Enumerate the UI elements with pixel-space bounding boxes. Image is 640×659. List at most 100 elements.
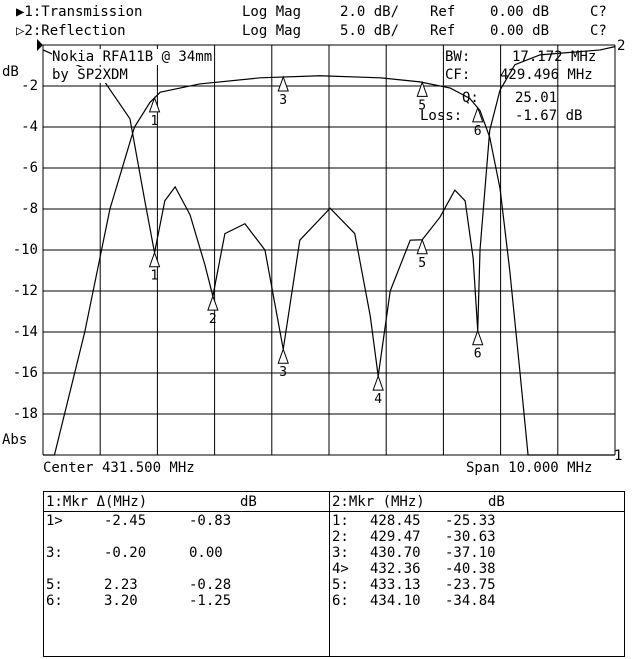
- center-frequency: Center 431.500 MHz: [43, 460, 195, 476]
- title-line-2: by SP2XDM: [52, 67, 128, 83]
- cell-id: 5:: [46, 577, 63, 593]
- marker-5-icon: [416, 80, 428, 97]
- marker-4-icon: [372, 374, 384, 391]
- cell-db: -34.84: [445, 593, 496, 609]
- table-row: 3: 430.70 -37.10: [330, 545, 624, 561]
- cell-freq: 428.45: [370, 513, 421, 529]
- marker-3-icon: [277, 75, 289, 92]
- loss-label: Loss:: [420, 108, 463, 124]
- transmission-trace: [43, 75, 615, 456]
- trace-1-tag: 1: [614, 448, 623, 464]
- table-row: 1> -2.45 -0.83: [44, 513, 329, 529]
- reflection-trace: [42, 46, 616, 377]
- cell-id: 6:: [46, 593, 63, 609]
- header-label: 2:Mkr (MHz): [332, 494, 425, 510]
- table-row: [44, 561, 329, 577]
- channel-1-label: ▶1:Transmission: [16, 4, 143, 20]
- table-header: 1:Mkr Δ(MHz) dB: [44, 492, 329, 512]
- cell-id: 1>: [46, 513, 63, 529]
- cell-freq: 429.47: [370, 529, 421, 545]
- table-header: 2:Mkr (MHz) dB: [330, 492, 624, 512]
- channel-1-format: Log Mag: [242, 4, 302, 20]
- cell-db: -30.63: [445, 529, 496, 545]
- y-tick-label: -12: [12, 283, 38, 299]
- marker-1-label: 1: [151, 114, 159, 129]
- marker-table-channel-2: 2:Mkr (MHz) dB 1: 428.45 -25.33 2: 429.47 -30…: [330, 492, 624, 656]
- table-row: [44, 529, 329, 545]
- marker-5-label: 5: [418, 256, 426, 271]
- channel-2-ref: 0.00 dB: [490, 23, 550, 39]
- cell-db: -40.38: [445, 561, 496, 577]
- y-axis-label: dB: [2, 64, 19, 80]
- cell-id: 3:: [332, 545, 349, 561]
- q-value: 25.01: [515, 90, 558, 106]
- cell-id: 5:: [332, 577, 349, 593]
- channel-1-ref: 0.00 dB: [490, 4, 550, 20]
- marker-3-label: 3: [279, 365, 287, 380]
- cell-db: -0.83: [189, 513, 232, 529]
- channel-2-label: ▷2:Reflection: [16, 23, 126, 39]
- marker-5-icon: [416, 238, 428, 255]
- cell-db: -0.28: [189, 577, 232, 593]
- cell-freq: 433.13: [370, 577, 421, 593]
- marker-2-label: 2: [209, 312, 217, 327]
- y-tick-label: -10: [12, 242, 38, 258]
- marker-6-icon: [472, 106, 484, 123]
- y-tick-label: -14: [12, 324, 38, 340]
- cell-db: -1.25: [189, 593, 232, 609]
- bw-label: BW:: [445, 49, 471, 65]
- title-line-1: Nokia RFA11B @ 34mm: [52, 49, 213, 65]
- table-row: 2: 429.47 -30.63: [330, 529, 624, 545]
- cell-freq: 2.23: [104, 577, 138, 593]
- channel-1-cal: C?: [590, 4, 607, 20]
- marker-6-icon: [472, 329, 484, 346]
- marker-5-label: 5: [418, 98, 426, 113]
- q-label: Q:: [462, 90, 479, 106]
- table-row: 5: 2.23 -0.28: [44, 577, 329, 593]
- channel-2-cal: C?: [590, 23, 607, 39]
- cf-label: CF:: [445, 67, 471, 83]
- cell-freq: 434.10: [370, 593, 421, 609]
- table-row: 3: -0.20 0.00: [44, 545, 329, 561]
- marker-1-icon: [148, 96, 161, 113]
- header-unit: dB: [240, 494, 257, 510]
- cell-db: -37.10: [445, 545, 496, 561]
- cell-id: 3:: [46, 545, 63, 561]
- cell-freq: -0.20: [104, 545, 147, 561]
- table-row: 5: 433.13 -23.75: [330, 577, 624, 593]
- channel-1-scale: 2.0 dB/: [340, 4, 400, 20]
- y-axis-label-bottom: Abs: [2, 432, 28, 448]
- table-row: 4> 432.36 -40.38: [330, 561, 624, 577]
- header-label: 1:Mkr Δ(MHz): [46, 494, 148, 510]
- table-row: 6: 3.20 -1.25: [44, 593, 329, 609]
- cell-db: 0.00: [189, 545, 223, 561]
- channel-1-ref-label: Ref: [430, 4, 456, 20]
- cell-freq: -2.45: [104, 513, 147, 529]
- header-unit: dB: [488, 494, 505, 510]
- channel-2-format: Log Mag: [242, 23, 302, 39]
- table-row: 6: 434.10 -34.84: [330, 593, 624, 609]
- cf-value: 429.496 MHz: [500, 67, 593, 83]
- y-tick-label: -8: [21, 201, 38, 217]
- marker-6-label: 6: [474, 124, 482, 139]
- span-frequency: Span 10.000 MHz: [466, 460, 593, 476]
- loss-value: -1.67 dB: [515, 108, 583, 124]
- bw-value: 17.172 MHz: [512, 49, 597, 65]
- cell-freq: 430.70: [370, 545, 421, 561]
- cell-db: -23.75: [445, 577, 496, 593]
- cell-freq: 3.20: [104, 593, 138, 609]
- marker-table-channel-1: 1:Mkr Δ(MHz) dB 1> -2.45 -0.83 3: -0.20 0.00 5…: [44, 492, 330, 656]
- y-tick-label: -18: [12, 406, 38, 422]
- marker-3-label: 3: [279, 93, 287, 108]
- marker-table: 1:Mkr Δ(MHz) dB 1> -2.45 -0.83 3: -0.20 0.00 5…: [43, 491, 625, 657]
- reference-level-arrow: [37, 39, 43, 51]
- marker-1-icon: [148, 251, 161, 268]
- cell-id: 4>: [332, 561, 349, 577]
- cell-id: 1:: [332, 513, 349, 529]
- table-row: 1: 428.45 -25.33: [330, 513, 624, 529]
- cell-id: 2:: [332, 529, 349, 545]
- plot-area: 1 3 5 6 1 2 3 4 5 6: [37, 39, 616, 456]
- y-tick-label: -2: [21, 78, 38, 94]
- y-tick-label: -4: [21, 119, 38, 135]
